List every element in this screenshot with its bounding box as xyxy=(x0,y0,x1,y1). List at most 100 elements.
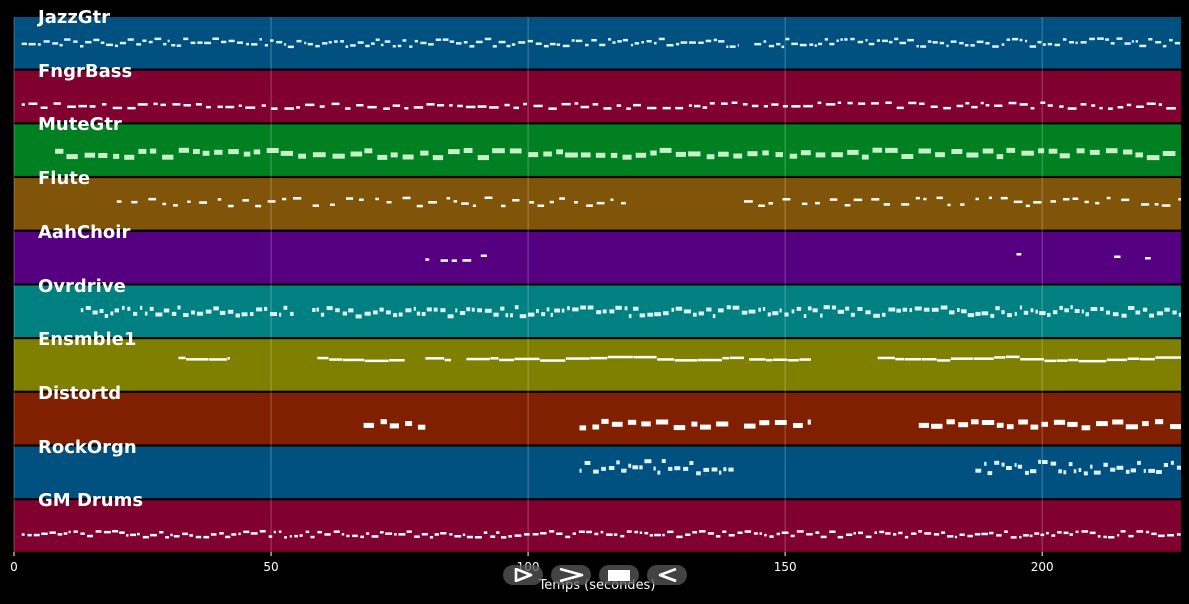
note xyxy=(287,45,294,49)
note xyxy=(1021,150,1034,156)
note xyxy=(617,40,622,43)
note xyxy=(435,38,442,41)
note xyxy=(437,104,445,107)
note xyxy=(726,305,731,310)
note xyxy=(386,310,391,315)
note xyxy=(241,312,248,317)
note xyxy=(416,311,421,316)
note xyxy=(162,154,174,160)
note xyxy=(114,308,119,313)
note xyxy=(1172,310,1177,315)
note xyxy=(646,40,652,43)
note xyxy=(586,204,593,207)
note xyxy=(484,37,492,41)
note xyxy=(101,103,107,106)
note xyxy=(893,533,897,536)
note xyxy=(654,312,662,317)
note xyxy=(949,310,955,315)
note xyxy=(799,43,807,47)
note xyxy=(789,153,798,159)
note xyxy=(402,196,411,200)
note xyxy=(996,534,1002,537)
note xyxy=(1155,419,1164,425)
note xyxy=(245,106,256,109)
note xyxy=(1097,535,1101,538)
note xyxy=(1157,534,1165,538)
note xyxy=(766,358,773,362)
back-icon xyxy=(658,568,677,582)
note xyxy=(644,459,652,464)
note xyxy=(601,418,609,424)
note xyxy=(940,305,948,310)
note xyxy=(931,307,939,312)
stop-button[interactable] xyxy=(599,565,639,585)
note xyxy=(204,41,211,45)
rewind-button[interactable] xyxy=(647,565,687,585)
note xyxy=(1000,196,1008,200)
note xyxy=(871,102,879,105)
note xyxy=(280,150,293,156)
note xyxy=(609,309,615,314)
note xyxy=(1114,255,1121,258)
note xyxy=(698,41,704,44)
note xyxy=(390,152,398,158)
note xyxy=(1136,105,1144,108)
note xyxy=(1162,151,1176,156)
note xyxy=(904,358,921,361)
note xyxy=(782,198,791,201)
note xyxy=(182,532,188,536)
note xyxy=(73,40,78,43)
note xyxy=(607,355,633,359)
note xyxy=(622,154,632,160)
note xyxy=(611,421,623,427)
note xyxy=(126,534,129,537)
note xyxy=(825,103,836,106)
note xyxy=(1170,460,1174,465)
note xyxy=(655,419,669,425)
note xyxy=(762,307,766,311)
note xyxy=(689,41,696,44)
note xyxy=(397,44,402,48)
note xyxy=(769,535,774,538)
note xyxy=(831,152,843,158)
note xyxy=(480,254,487,257)
note xyxy=(332,153,345,159)
note xyxy=(549,200,554,204)
note xyxy=(172,103,181,106)
note xyxy=(330,203,335,206)
fast-forward-button[interactable] xyxy=(551,565,591,585)
note xyxy=(1093,470,1101,475)
note xyxy=(529,201,535,204)
note xyxy=(927,40,932,43)
note xyxy=(865,535,872,539)
note xyxy=(210,533,217,536)
note xyxy=(561,308,565,313)
note xyxy=(696,471,701,476)
note xyxy=(227,357,230,360)
note xyxy=(1059,305,1063,310)
note xyxy=(106,43,113,47)
track-band xyxy=(14,339,1181,391)
note xyxy=(1001,462,1005,467)
note xyxy=(806,533,813,536)
note xyxy=(885,532,891,535)
note xyxy=(119,41,126,45)
note xyxy=(1073,469,1077,474)
note xyxy=(790,534,795,538)
play-button[interactable] xyxy=(503,565,543,585)
note xyxy=(78,104,87,108)
note xyxy=(1014,463,1017,467)
note xyxy=(879,530,885,534)
note xyxy=(763,105,768,108)
note xyxy=(1035,309,1038,314)
note xyxy=(1164,307,1170,312)
note xyxy=(1145,257,1151,260)
track-band xyxy=(14,500,1181,552)
note xyxy=(421,533,428,536)
note xyxy=(950,357,973,360)
note xyxy=(383,107,390,110)
note xyxy=(616,460,620,465)
note xyxy=(933,533,940,536)
note xyxy=(1148,468,1155,473)
note xyxy=(674,466,681,471)
